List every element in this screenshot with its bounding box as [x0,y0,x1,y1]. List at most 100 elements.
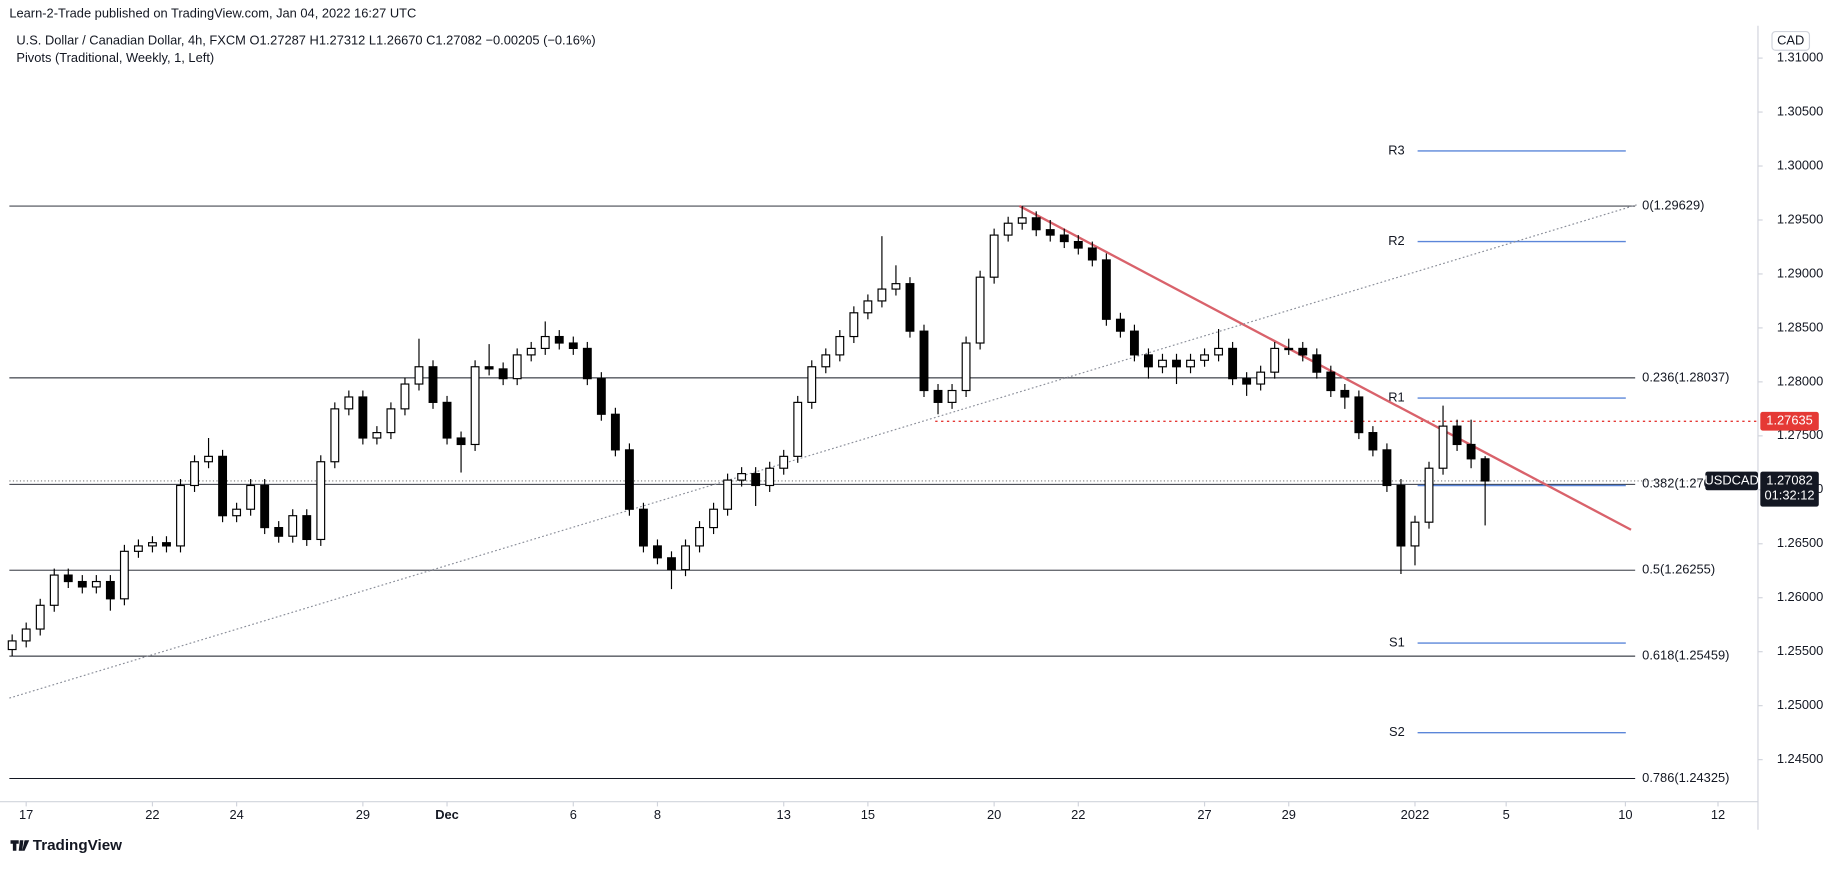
x-tick-label: 20 [987,807,1001,822]
chart-subtitle: Pivots (Traditional, Weekly, 1, Left) [16,50,214,65]
candle-body [274,526,284,537]
candle-body [737,473,747,481]
candle-body [1270,347,1280,373]
candle-body [1087,247,1097,261]
fib-label: 0.5(1.26255) [1642,562,1715,577]
y-tick-label: 1.28500 [1777,319,1824,334]
x-tick-label: 13 [777,807,791,822]
brand-logo [10,840,30,851]
candle-body [162,542,171,547]
candle-body [498,368,508,380]
candle-body [877,288,887,302]
symbol-tag [1705,471,1758,491]
candle-body [260,484,270,529]
candle-body [905,283,915,332]
candle-body [1144,354,1153,368]
fib-label: 0(1.29629) [1642,197,1704,212]
candle-body [133,545,143,552]
candle-body [793,401,803,457]
candle-body [330,408,340,463]
candle-body [428,366,438,403]
candle-body [21,628,31,642]
candle-body [554,335,564,344]
candle-body [610,413,620,451]
candle-body [779,455,789,469]
x-tick-label: 22 [145,807,159,822]
candle-body [1172,359,1181,368]
candle-body [1312,354,1322,373]
candle-body [1200,354,1210,361]
candle-body [470,366,480,446]
candle-body [204,455,214,463]
y-tick-label: 1.31000 [1777,49,1824,64]
candle-body [667,557,676,571]
candle-body [919,330,929,392]
candle-body [35,604,45,630]
candle-body [148,542,157,547]
trendline [1018,204,1632,531]
last-price-label: 1.27082 [1766,472,1813,487]
currency-label[interactable]: CAD [1777,32,1804,47]
level-tag-label: 1.27635 [1766,413,1813,428]
trendline [9,204,1637,699]
candle-body [1228,347,1238,380]
candle-body [232,508,242,517]
x-tick-label: 29 [1282,807,1296,822]
candle-body [947,389,957,403]
candle-body [1466,443,1476,460]
candle-body [1003,222,1013,236]
candle-body [653,545,662,559]
fib-label: 0.786(1.24325) [1642,770,1729,785]
fib-label: 0.618(1.25459) [1642,648,1729,663]
x-tick-label: 10 [1618,807,1632,822]
candle-body [105,580,115,600]
y-tick-label: 1.28000 [1777,373,1824,388]
x-tick-label: 17 [19,807,33,822]
x-tick-label: 6 [570,807,577,822]
candle-body [246,484,256,510]
candle-body [751,473,761,487]
candle-body [709,508,719,529]
fib-label: 0.236(1.28037) [1642,369,1729,384]
candle-body [1298,347,1308,356]
candle-body [1214,347,1224,356]
pivot-label: R3 [1388,142,1404,157]
candle-body [1059,234,1069,243]
candle-body [386,408,396,434]
pivot-label: R2 [1388,233,1404,248]
candle-body [484,366,494,370]
x-tick-label: 22 [1071,807,1085,822]
candle-body [1424,467,1434,523]
x-tick-label: 12 [1711,807,1725,822]
candle-body [512,354,522,380]
candle-body [1410,521,1420,547]
pivot-label: R1 [1388,389,1404,404]
candle-body [77,580,87,588]
candle-body [723,479,733,510]
candle-body [7,640,17,651]
candle-body [695,526,704,547]
x-tick-label: Dec [435,807,459,822]
symbol-label: USDCAD [1704,472,1758,487]
y-tick-label: 1.26000 [1777,589,1824,604]
y-tick-label: 1.26500 [1777,535,1824,550]
candle-body [1101,259,1111,320]
candle-body [49,574,59,606]
candle-body [400,383,410,410]
candle-body [288,515,298,537]
candle-body [1017,217,1027,224]
candle-body [190,461,199,487]
candle-body [1396,484,1406,547]
countdown: 01:32:12 [1765,488,1815,503]
candle-body [1031,217,1041,231]
candle-body [456,437,466,446]
y-tick-label: 1.30500 [1777,103,1824,118]
candle-body [933,389,943,403]
candle-body [1256,371,1266,385]
x-tick-label: 8 [654,807,661,822]
candle-body [1368,432,1378,451]
last-price-tag [1760,471,1819,507]
pivot-label: S2 [1389,724,1405,739]
currency-box[interactable] [1771,30,1811,51]
